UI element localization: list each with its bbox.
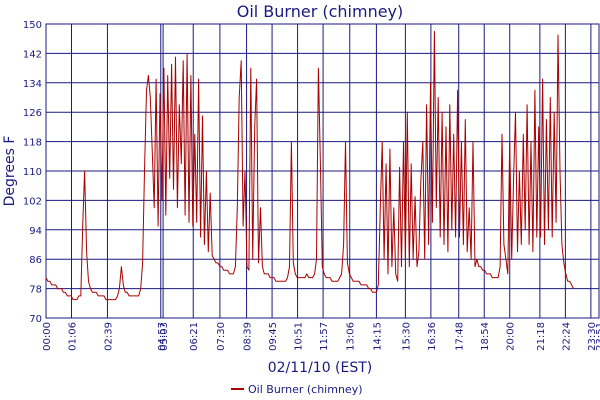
x-tick-label: 11:57 xyxy=(319,322,330,351)
grid xyxy=(45,23,600,319)
x-tick-label: 22:24 xyxy=(561,322,572,351)
x-tick-label: 16:36 xyxy=(427,322,438,351)
y-tick-labels: 70 78 86 94 102 110 118 126 134 142 150 xyxy=(23,20,42,325)
x-tick-label: 01:06 xyxy=(68,322,79,351)
x-tick-label: 00:00 xyxy=(42,322,53,351)
chart-title: Oil Burner (chimney) xyxy=(237,2,404,21)
legend-label: Oil Burner (chimney) xyxy=(248,383,363,396)
x-tick-label: 15:30 xyxy=(401,322,412,351)
y-tick-label: 102 xyxy=(23,196,42,207)
x-tick-label: 06:21 xyxy=(189,322,200,351)
y-tick-label: 134 xyxy=(23,79,42,90)
y-tick-label: 126 xyxy=(23,108,42,119)
y-tick-label: 118 xyxy=(23,138,42,149)
x-axis-label: 02/11/10 (EST) xyxy=(268,360,373,376)
series-group xyxy=(45,30,574,301)
x-tick-label: 14:15 xyxy=(372,322,383,351)
y-tick-label: 86 xyxy=(29,255,42,266)
x-tick-label: 21:18 xyxy=(536,322,547,351)
x-tick-label: 05:03 xyxy=(159,322,170,351)
x-tick-label: 18:54 xyxy=(480,322,491,351)
y-tick-label: 150 xyxy=(23,20,42,31)
x-tick-label: 23:30 xyxy=(587,322,598,351)
x-tick-label: 02:39 xyxy=(103,322,114,351)
y-tick-label: 78 xyxy=(29,285,42,296)
y-tick-label: 70 xyxy=(29,314,42,325)
y-tick-label: 110 xyxy=(23,167,42,178)
y-tick-label: 142 xyxy=(23,49,42,60)
x-tick-label: 10:51 xyxy=(294,322,305,351)
x-tick-label: 04:57 xyxy=(157,322,168,351)
series-line xyxy=(45,30,574,301)
x-tick-label: 07:30 xyxy=(216,322,227,351)
x-tick-label: 17:48 xyxy=(455,322,466,351)
y-tick-label: 94 xyxy=(29,226,42,237)
x-tick-label: 08:39 xyxy=(243,322,254,351)
x-tick-label: 20:00 xyxy=(506,322,517,351)
x-tick-label: 13:06 xyxy=(346,322,357,351)
x-tick-label: 23:51 xyxy=(595,322,600,351)
x-tick-label: 09:45 xyxy=(268,322,279,351)
y-axis-label: Degrees F xyxy=(2,136,18,207)
legend: Oil Burner (chimney) xyxy=(231,383,363,396)
